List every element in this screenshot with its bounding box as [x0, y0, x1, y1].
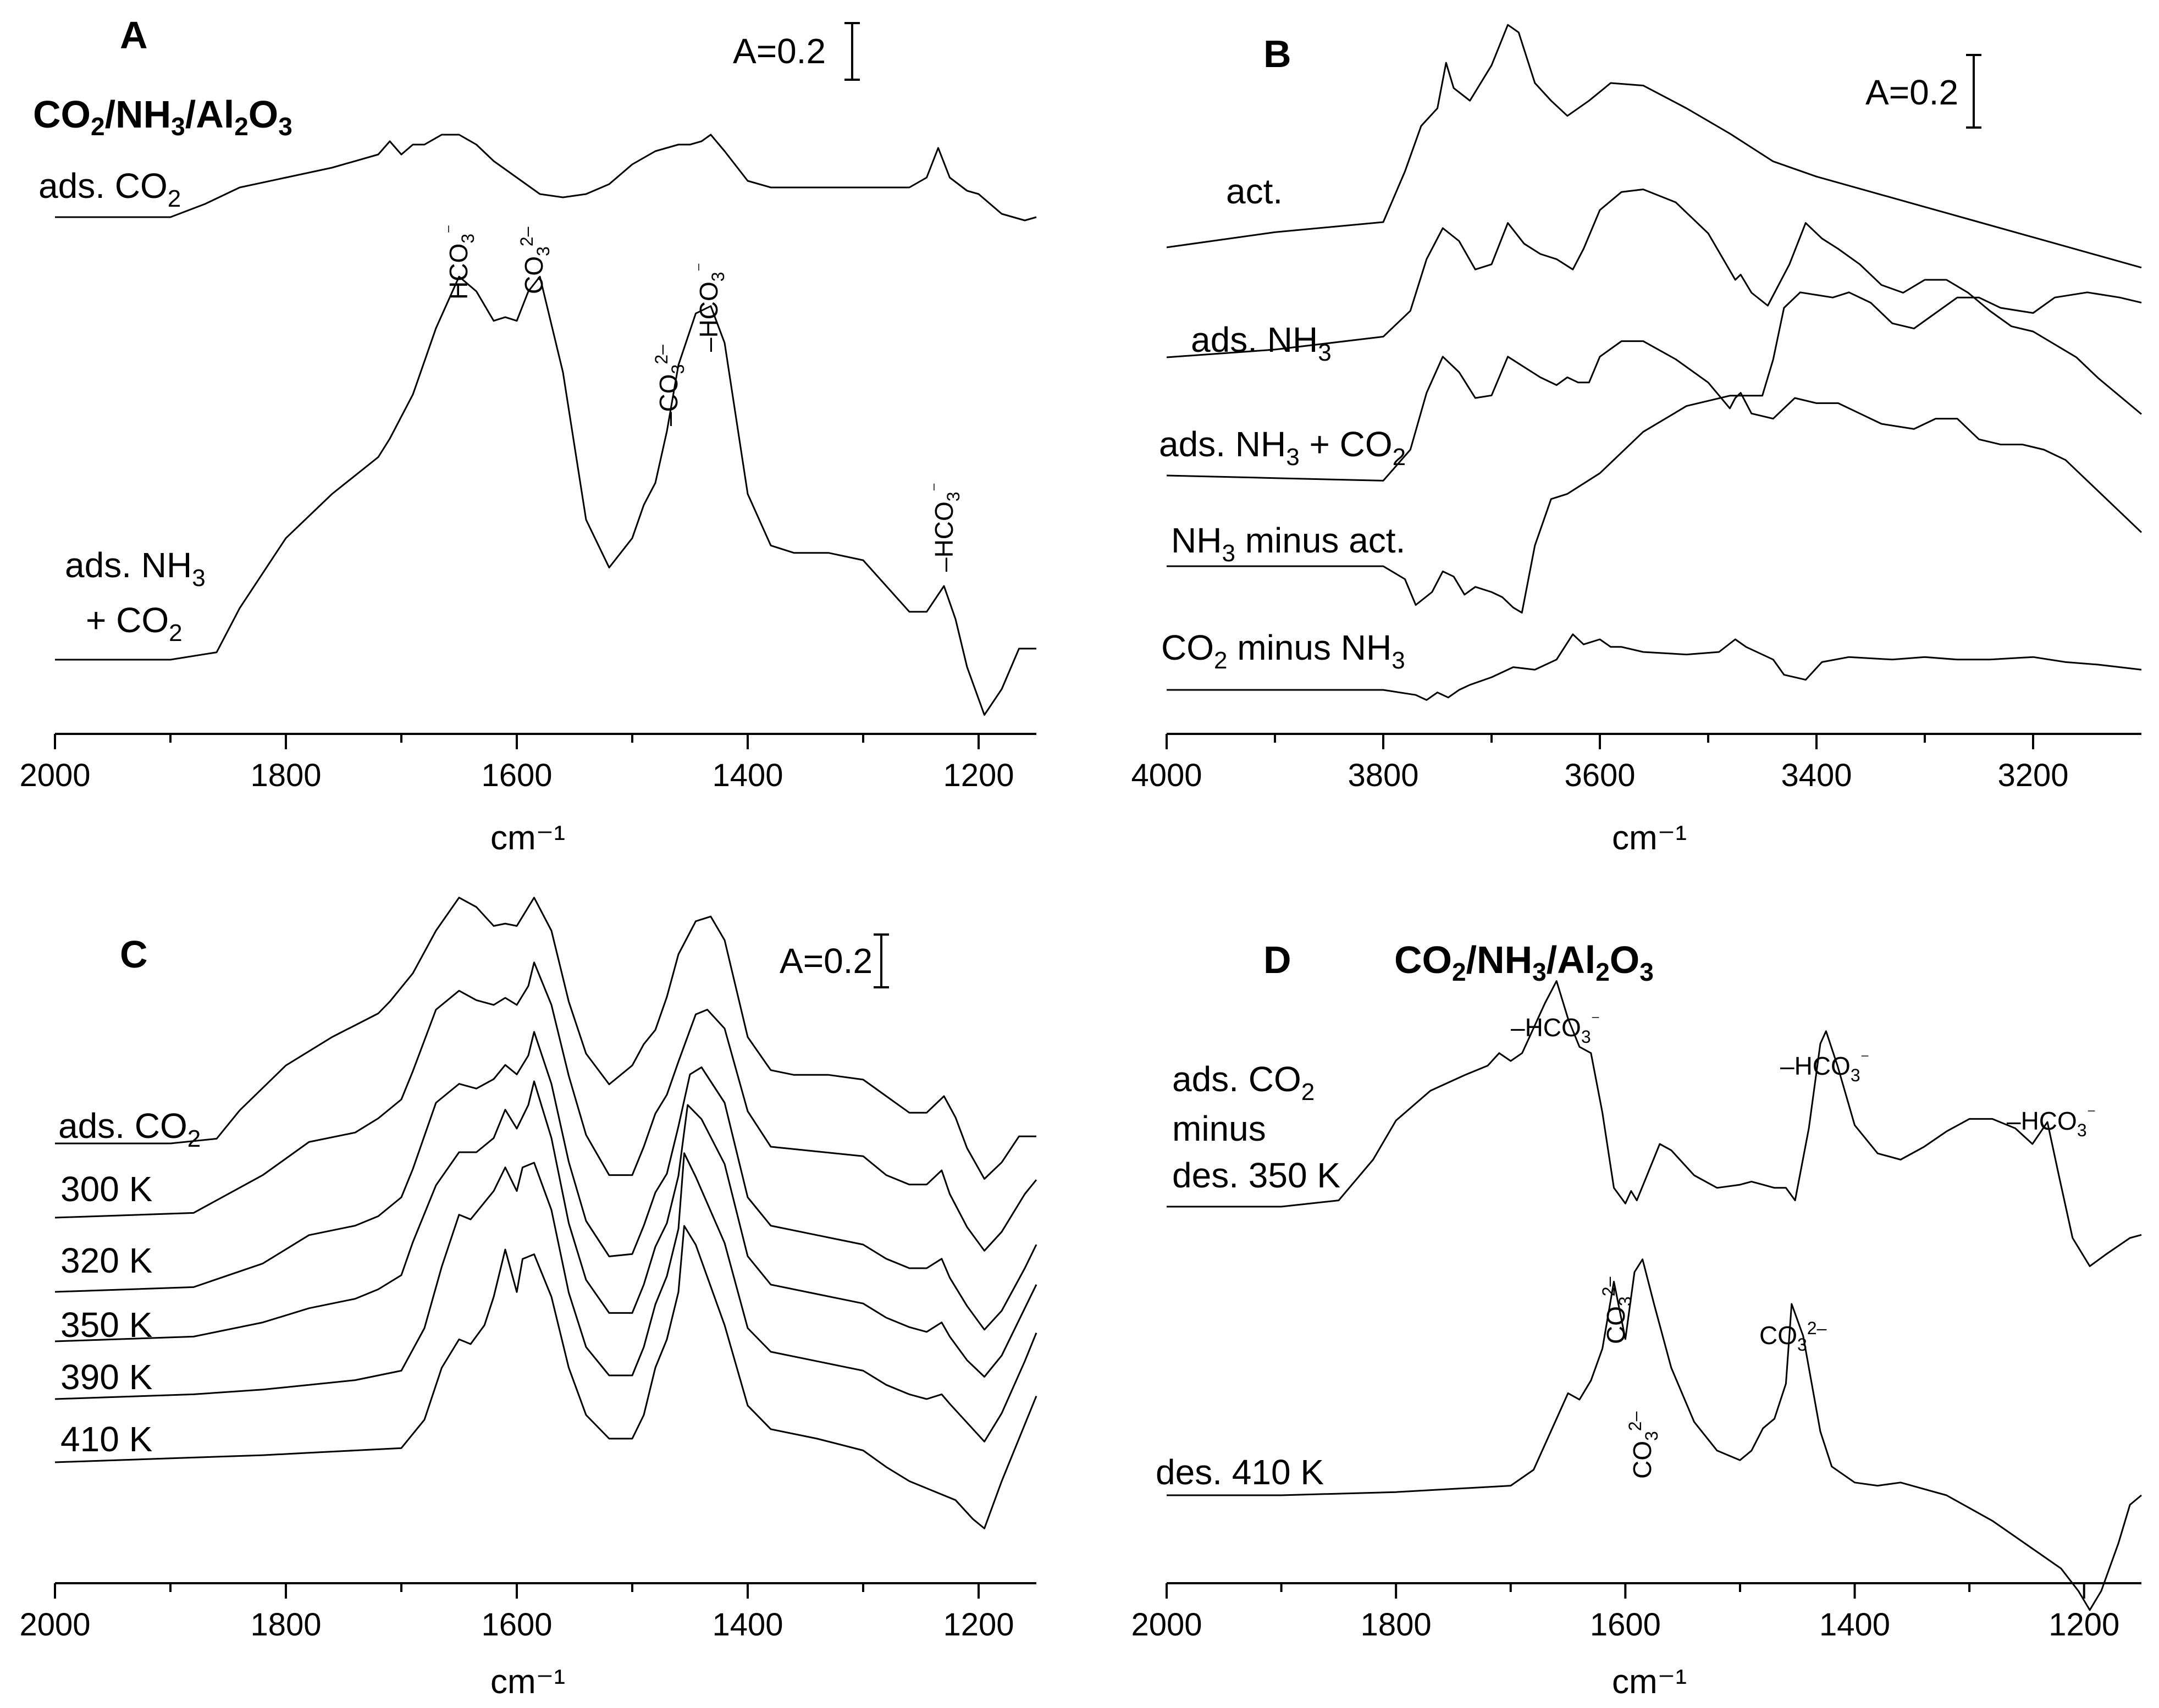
curves-layer [54, 24, 2143, 1611]
panel-c-series-2 [54, 961, 1037, 1252]
panel-d-title: CO2/NH3/Al2O3 [1394, 938, 1654, 986]
panel-c-series-3 [54, 1031, 1037, 1331]
panel-d-annotation-co3-1610: CO32– [1599, 1276, 1635, 1344]
panel-label-c: C [120, 933, 148, 976]
panel-c-tick-label-2000: 2000 [19, 1607, 90, 1643]
panel-a-scale-label: A=0.2 [733, 31, 826, 71]
panel-d-tick-label-1200: 1200 [2048, 1607, 2119, 1643]
panel-a-annotation-hco3: HCO3⁻ [441, 224, 478, 300]
panel-a-scale-bar [844, 22, 860, 81]
panel-c-series-label-410k: 410 K [60, 1419, 152, 1459]
panel-b-series-3 [1166, 340, 2143, 533]
panel-c-series-1 [55, 897, 1036, 1180]
panel-d-series-label-ads-co2: ads. CO2 [1172, 1059, 1315, 1105]
panel-c-series-5 [54, 1152, 1037, 1442]
panel-b-scale-label: A=0.2 [1865, 73, 1958, 112]
panel-label-b: B [1263, 32, 1291, 75]
panel-d-axis-title: cm⁻¹ [1612, 1663, 1687, 1701]
panel-d-series-label-minus: minus [1172, 1109, 1266, 1148]
panel-label-a: A [120, 14, 148, 57]
panel-a-annotation-co3-shoulder: –CO32– [651, 345, 688, 426]
panel-a-annotation-hco3-1230: –HCO3⁻ [927, 483, 963, 572]
panel-c-series-label-300k: 300 K [60, 1169, 152, 1209]
panel-b-tick-label-3200: 3200 [1997, 758, 2068, 793]
panel-b-series-4 [1167, 291, 2142, 614]
panel-c-tick-label-1400: 1400 [712, 1607, 783, 1643]
panel-c-series-4 [54, 1080, 1037, 1378]
panel-d-tick-label-1600: 1600 [1590, 1607, 1661, 1643]
panel-b-tick-label-3600: 3600 [1564, 758, 1635, 793]
panel-c-scale-bar [874, 933, 889, 988]
panel-a-series-1 [55, 134, 1037, 222]
panel-c-axis-title: cm⁻¹ [490, 1663, 565, 1701]
panel-b-series-label-ads-nh3: ads. NH3 [1191, 320, 1332, 366]
panel-d-annotation-co3-1585: CO32– [1625, 1411, 1661, 1479]
panel-d-series-label-des-410k: des. 410 K [1156, 1452, 1324, 1492]
panel-b-series-1 [1166, 24, 2142, 269]
panel-b-series-label-co2-minus-nh3: CO2 minus NH3 [1161, 628, 1405, 674]
panel-d-tick-label-1400: 1400 [1819, 1607, 1890, 1643]
panel-d-series-1 [1167, 980, 2142, 1267]
panel-b-tick-label-3800: 3800 [1348, 758, 1418, 793]
panel-d-annotation-co3-1455: CO32– [1759, 1318, 1827, 1355]
panel-a-series-label-ads-nh3: ads. NH3 [65, 545, 206, 592]
panel-d-series-2 [1167, 1258, 2142, 1611]
panel-b-tick-label-3400: 3400 [1781, 758, 1852, 793]
panel-d-annotation-hco3-1660: –HCO3⁻ [1511, 1010, 1600, 1047]
panel-c-tick-label-1800: 1800 [250, 1607, 321, 1643]
panel-d-series-label-des-350k: des. 350 K [1172, 1156, 1340, 1195]
panel-a-axis-title: cm⁻¹ [490, 819, 565, 857]
panel-a-series-label-plus-co2: + CO2 [86, 600, 183, 646]
panel-a-tick-label-1400: 1400 [712, 758, 783, 793]
panel-a-series-label-ads-co2: ads. CO2 [38, 166, 181, 212]
panel-a-tick-label-1200: 1200 [943, 758, 1014, 793]
axes-layer: 2000 1800 1600 1400 1200 4000 3800 3600 3400 3200… [19, 733, 2141, 1643]
panel-b-scale-bar [1966, 54, 1981, 129]
panel-c-series-label-320k: 320 K [60, 1241, 152, 1280]
panel-b-series-label-ads-nh3-co2: ads. NH3 + CO2 [1159, 424, 1406, 471]
panel-a-tick-label-1600: 1600 [481, 758, 552, 793]
panel-b-tick-label-4000: 4000 [1131, 758, 1202, 793]
panel-a-annotation-hco3-1430: –HCO3⁻ [692, 263, 728, 352]
panel-d-annotation-hco3-1425: –HCO3⁻ [1780, 1049, 1870, 1085]
panel-c-series-label-390k: 390 K [60, 1357, 152, 1397]
panel-d-tick-label-2000: 2000 [1131, 1607, 1202, 1643]
panel-c-series-6 [54, 1225, 1037, 1529]
panel-b-series-2 [1166, 189, 2142, 415]
panel-c-tick-label-1200: 1200 [943, 1607, 1014, 1643]
panel-b-axis-title: cm⁻¹ [1612, 819, 1687, 857]
panel-c-scale-label: A=0.2 [780, 941, 873, 981]
panel-b-series-5 [1167, 633, 2142, 701]
panel-a-tick-label-2000: 2000 [19, 758, 90, 793]
panel-b-series-label-nh3-minus-act: NH3 minus act. [1171, 521, 1405, 567]
panel-c-series-label-ads-co2: ads. CO2 [58, 1106, 201, 1152]
panel-c-series-label-350k: 350 K [60, 1305, 152, 1345]
panel-a-title: CO2/NH3/Al2O3 [33, 93, 292, 141]
panel-d-tick-label-1800: 1800 [1361, 1607, 1432, 1643]
panel-d-annotation-hco3-1230: –HCO3⁻ [2007, 1104, 2096, 1140]
panel-b-series-label-act: act. [1226, 172, 1283, 211]
panel-c-tick-label-1600: 1600 [481, 1607, 552, 1643]
panel-a-series-2 [55, 275, 1036, 716]
panel-a-tick-label-1800: 1800 [250, 758, 321, 793]
panel-label-d: D [1263, 938, 1291, 981]
panel-a-annotation-co3: CO32– [517, 226, 553, 294]
